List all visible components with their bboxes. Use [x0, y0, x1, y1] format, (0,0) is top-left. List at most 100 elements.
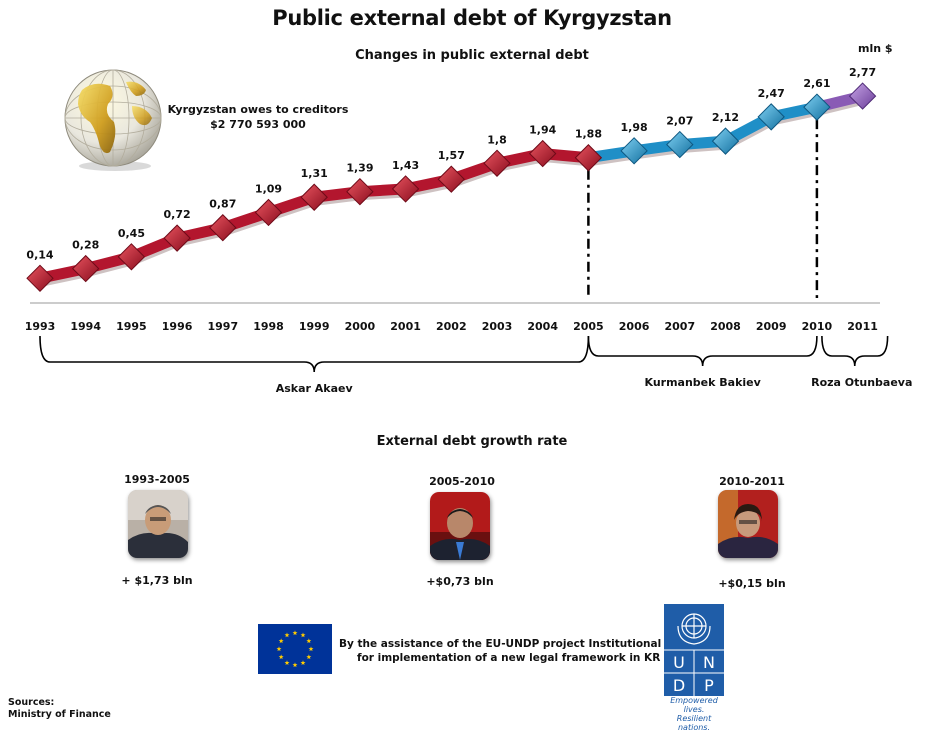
eu-star-icon [306, 638, 312, 644]
data-point-1995 [117, 243, 146, 271]
x-tick-label-1994: 1994 [70, 320, 101, 333]
value-label-2001: 1,43 [392, 159, 419, 172]
eu-star-icon [284, 660, 290, 665]
data-point-2008 [711, 127, 740, 155]
value-label-2008: 2,12 [712, 111, 739, 124]
undp-tagline-1: Empowered lives. [670, 696, 718, 714]
data-point-2007 [666, 130, 694, 159]
x-tick-label-2008: 2008 [710, 320, 741, 333]
x-tick-label-1999: 1999 [299, 320, 330, 333]
eu-star-icon [300, 632, 306, 638]
data-point-2001 [391, 175, 420, 203]
value-label-2011: 2,77 [849, 66, 876, 79]
undp-letter-p: P [704, 676, 714, 695]
chart-subtitle: Changes in public external debt [355, 48, 589, 63]
growth-period-2: 2005-2010 [429, 475, 495, 488]
globe-icon [64, 69, 162, 171]
undp-logo: U N D P [664, 604, 724, 696]
period-label-askar-akaev: Askar Akaev [276, 382, 354, 395]
x-tick-label-2000: 2000 [345, 320, 376, 333]
x-tick-label-1993: 1993 [25, 320, 56, 333]
x-tick-label-2001: 2001 [390, 320, 421, 333]
data-point-2003 [483, 149, 511, 177]
value-label-1997: 0,87 [209, 198, 236, 211]
data-point-1998 [254, 198, 283, 227]
growth-delta-3: +$0,15 bln [718, 577, 786, 590]
eu-star-icon [306, 654, 312, 660]
data-point-1994 [71, 254, 100, 283]
growth-delta-2: +$0,73 bln [426, 575, 494, 588]
value-label-2009: 2,47 [758, 87, 785, 100]
eu-star-icon [308, 646, 314, 652]
value-label-1999: 1,31 [301, 167, 328, 180]
eu-flag-icon [258, 624, 332, 674]
value-label-1998: 1,09 [255, 182, 282, 195]
data-point-2004 [528, 139, 557, 168]
undp-tagline-2: Resilient nations. [676, 714, 712, 732]
sources-value: Ministry of Finance [8, 709, 111, 720]
undp-letter-d: D [673, 676, 685, 695]
otunbaeva-portrait [718, 490, 778, 558]
value-label-2006: 1,98 [621, 121, 648, 134]
x-tick-label-2007: 2007 [664, 320, 695, 333]
x-tick-label-2010: 2010 [802, 320, 833, 333]
eu-star-icon [276, 646, 282, 652]
data-point-1999 [300, 183, 328, 211]
eu-star-icon [284, 632, 290, 638]
brace-akaev [39, 335, 590, 373]
data-point-2005 [574, 144, 603, 172]
bakiev-portrait [430, 492, 490, 560]
sources-note: Sources: Ministry of Finance [8, 697, 111, 721]
data-point-1996 [163, 224, 191, 252]
data-point-2011 [848, 82, 877, 110]
data-point-2000 [346, 177, 374, 206]
eu-star-icon [292, 630, 298, 636]
x-tick-label-2006: 2006 [619, 320, 650, 333]
x-tick-label-1998: 1998 [253, 320, 284, 333]
period-label-kurmanbek-bakiev: Kurmanbek Bakiev [644, 376, 761, 389]
value-label-2003: 1,8 [487, 133, 507, 146]
chart-title: Public external debt of Kyrgyzstan [272, 6, 672, 30]
value-label-1993: 0,14 [26, 248, 53, 261]
brace-otunbaeva [821, 335, 889, 367]
x-tick-label-2009: 2009 [756, 320, 787, 333]
value-label-2007: 2,07 [666, 115, 693, 128]
value-label-1994: 0,28 [72, 239, 99, 252]
eu-star-icon [300, 660, 306, 665]
growth-period-3: 2010-2011 [719, 475, 785, 488]
value-label-1996: 0,72 [164, 208, 191, 221]
growth-section-title: External debt growth rate [376, 434, 568, 449]
undp-tagline: Empowered lives. Resilient nations. [662, 696, 726, 732]
akaev-portrait [128, 490, 188, 558]
data-point-2010 [803, 93, 831, 121]
x-tick-label-2004: 2004 [527, 320, 558, 333]
value-label-2010: 2,61 [803, 77, 830, 90]
sources-label: Sources: [8, 697, 55, 708]
x-tick-label-2002: 2002 [436, 320, 467, 333]
data-point-2009 [757, 103, 785, 131]
eu-star-icon [278, 654, 284, 660]
unit-label: mln $ [858, 42, 893, 55]
growth-delta-1: + $1,73 bln [121, 574, 193, 587]
debt-line-chart: 0,14 0,28 0,45 0,72 0,87 1,09 1,31 1,39 1,43 1,57… [25, 66, 913, 395]
x-tick-label-1997: 1997 [207, 320, 238, 333]
value-label-1995: 0,45 [118, 227, 145, 240]
undp-letter-n: N [703, 653, 715, 672]
x-tick-label-1996: 1996 [162, 320, 193, 333]
value-label-2000: 1,39 [346, 162, 373, 175]
period-label-roza-otunbaeva: Roza Otunbaeva [811, 376, 912, 389]
data-point-2006 [620, 137, 648, 165]
value-label-2005: 1,88 [575, 128, 602, 141]
x-tick-label-2011: 2011 [847, 320, 878, 333]
eu-star-icon [292, 662, 298, 668]
x-tick-label-1995: 1995 [116, 320, 147, 333]
value-label-2002: 1,57 [438, 149, 465, 162]
data-point-1993 [26, 264, 54, 293]
debt-annotation-amount: $2 770 593 000 [210, 118, 306, 131]
brace-bakiev [587, 335, 818, 367]
project-credit-line1: By the assistance of the EU-UNDP project… [339, 638, 712, 650]
eu-star-icon [278, 638, 284, 644]
undp-letter-u: U [673, 653, 685, 672]
project-credit: By the assistance of the EU-UNDP project… [339, 637, 711, 665]
data-point-1997 [209, 214, 237, 242]
